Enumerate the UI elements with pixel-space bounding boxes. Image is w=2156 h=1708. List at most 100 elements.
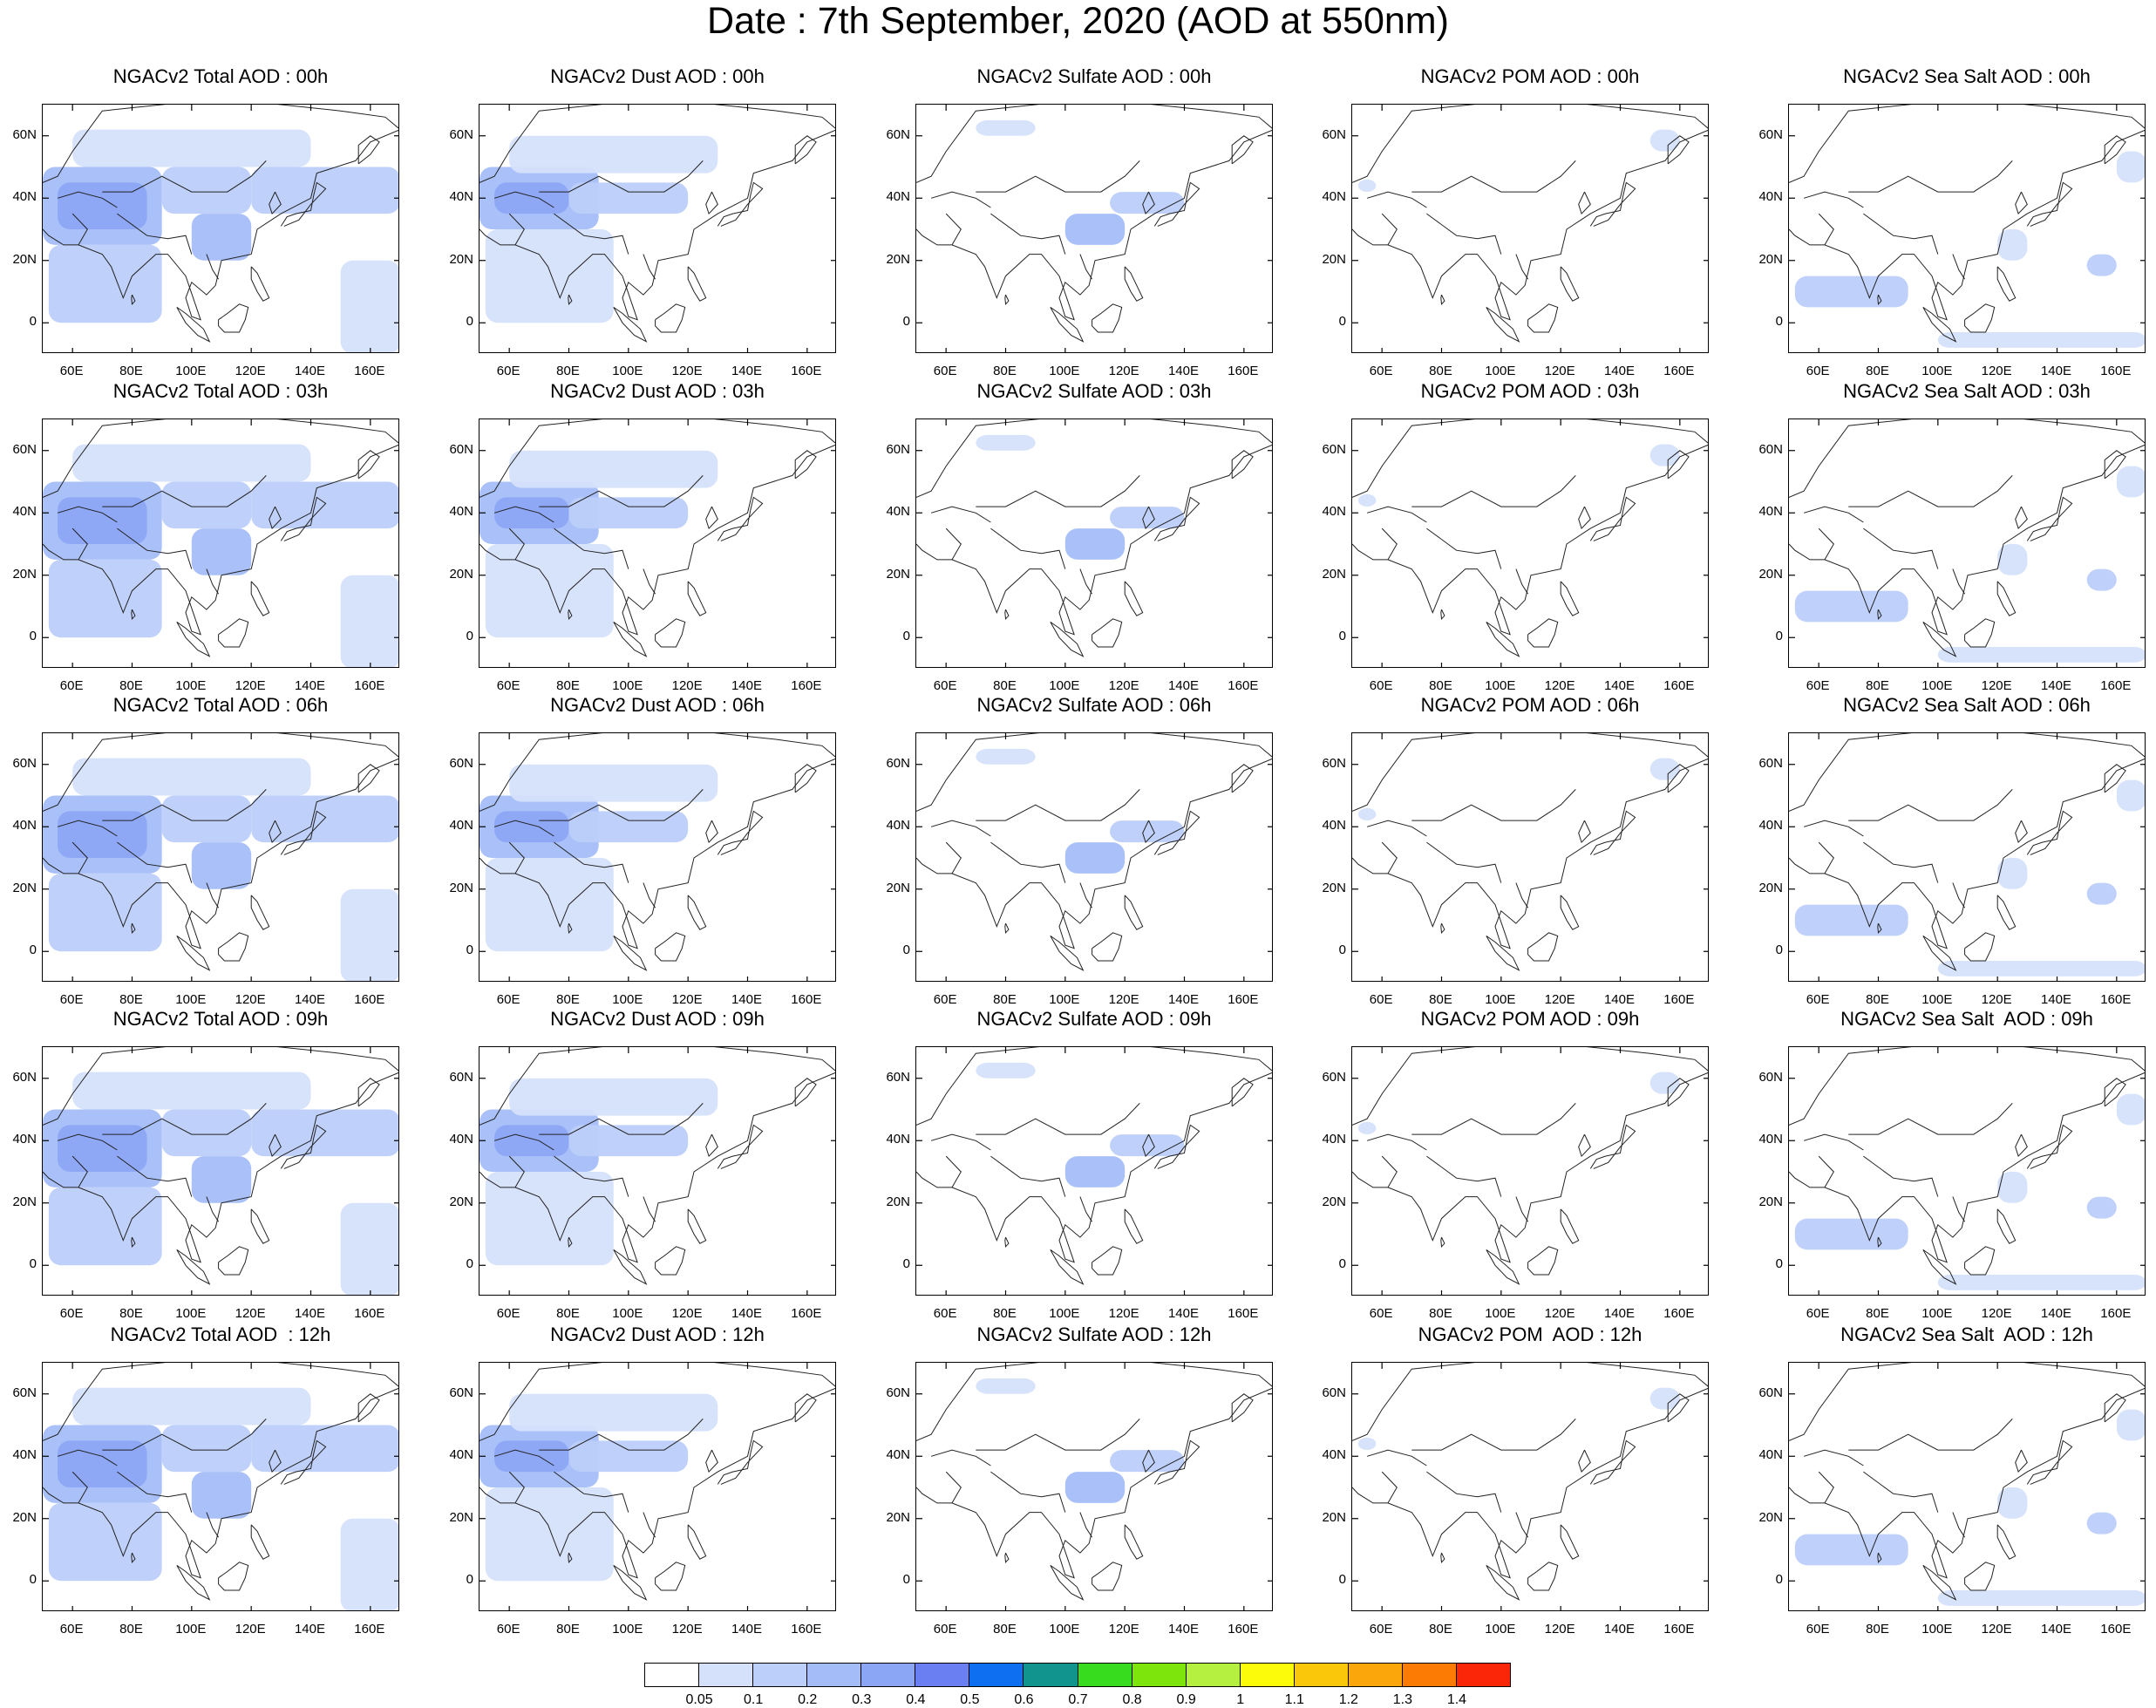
lat-tick-label: 0 xyxy=(1775,1572,1783,1588)
aod-region xyxy=(1357,493,1377,507)
lon-tick-label: 60E xyxy=(933,364,957,378)
aod-region xyxy=(485,229,614,323)
coastline xyxy=(945,213,962,246)
lat-tick-label: 20N xyxy=(1322,1509,1346,1525)
aod-region xyxy=(494,1125,569,1157)
lat-tick-label: 40N xyxy=(1758,189,1783,205)
aod-region xyxy=(191,842,252,889)
lon-tick-label: 100E xyxy=(1049,1622,1080,1637)
coastline xyxy=(1366,506,1427,523)
lon-tick-label: 60E xyxy=(1806,1306,1830,1321)
lat-tick-label: 60N xyxy=(12,755,37,771)
panel-title: NGACv2 Sulfate AOD : 12h xyxy=(976,1324,1212,1345)
lat-tick-label: 20N xyxy=(12,1194,37,1209)
coastline xyxy=(794,764,817,793)
colorbar-label: 1.1 xyxy=(1284,1692,1304,1707)
coastline xyxy=(1366,191,1427,208)
lat-tick-label: 0 xyxy=(1338,942,1346,958)
coastline xyxy=(218,1562,249,1591)
panel-title: NGACv2 Sulfate AOD : 06h xyxy=(976,694,1212,716)
coastline xyxy=(479,105,835,321)
coastline xyxy=(1515,1196,1529,1222)
coastline xyxy=(1789,419,2145,636)
map-panel-seasalt-06h: NGACv2 Sea Salt AOD : 06h 60N 40N 20N 0 60E 80… xyxy=(1758,694,2146,1007)
lon-tick-label: 120E xyxy=(235,1306,266,1321)
lat-tick-label: 0 xyxy=(1775,314,1783,330)
coastline xyxy=(1803,820,1864,837)
panel-title: NGACv2 Sulfate AOD : 03h xyxy=(976,380,1212,402)
panel-title: NGACv2 Total AOD : 12h xyxy=(110,1324,331,1345)
coastline xyxy=(1848,475,2013,507)
coastline xyxy=(2104,450,2126,480)
coastline xyxy=(568,922,573,934)
lon-tick-label: 120E xyxy=(671,992,703,1007)
lon-tick-label: 80E xyxy=(119,1306,143,1321)
coastline xyxy=(1667,1078,1690,1107)
coastline xyxy=(479,1047,835,1263)
coastline xyxy=(2015,820,2028,844)
lon-tick-label: 140E xyxy=(294,678,326,693)
map-panel-seasalt-12h: NGACv2 Sea Salt AOD : 12h 60N 40N 20N 0 60E 80… xyxy=(1758,1324,2146,1637)
coastline xyxy=(1079,1196,1093,1222)
lon-tick-label: 160E xyxy=(2100,364,2132,378)
lat-tick-label: 0 xyxy=(902,314,910,330)
coastline xyxy=(1004,609,1010,620)
lon-tick-label: 140E xyxy=(2040,364,2072,378)
map-canvas xyxy=(43,1363,398,1610)
lon-tick-label: 60E xyxy=(496,992,520,1007)
lat-tick-label: 20N xyxy=(886,566,910,582)
coastline xyxy=(1440,922,1445,934)
aod-region xyxy=(161,167,252,214)
coastline xyxy=(687,266,707,302)
lon-tick-label: 140E xyxy=(2040,678,2072,693)
aod-region xyxy=(72,1387,311,1426)
lon-tick-label: 160E xyxy=(791,678,822,693)
map-frame xyxy=(479,732,836,982)
colorbar-swatch xyxy=(915,1663,970,1687)
coastline xyxy=(1996,1208,2017,1244)
lon-tick-label: 120E xyxy=(671,1622,703,1637)
map-canvas xyxy=(1352,419,1708,667)
map-frame xyxy=(915,1046,1273,1296)
map-frame xyxy=(42,104,399,353)
lon-tick-label: 140E xyxy=(1167,992,1200,1007)
lat-tick-label: 60N xyxy=(1758,126,1783,142)
map-canvas xyxy=(916,419,1272,667)
aod-region xyxy=(2086,254,2117,276)
coastline xyxy=(990,1471,1066,1513)
coastline xyxy=(250,266,270,302)
coastline xyxy=(2026,496,2073,541)
aod-region xyxy=(1794,1534,1908,1566)
lat-tick-label: 60N xyxy=(1322,755,1346,771)
aod-region xyxy=(58,1440,147,1487)
panel-title: NGACv2 Dust AOD : 00h xyxy=(550,65,765,87)
coastline xyxy=(990,527,1066,569)
aod-region xyxy=(568,497,689,529)
coastline xyxy=(1996,895,2017,930)
map-frame xyxy=(1788,1362,2146,1611)
map-canvas xyxy=(1789,1047,2145,1295)
lon-tick-label: 120E xyxy=(1981,992,2012,1007)
aod-region xyxy=(251,1109,398,1157)
coastline xyxy=(2104,1393,2126,1423)
coastline xyxy=(930,1133,991,1151)
aod-region xyxy=(1794,276,1908,308)
coastline xyxy=(57,506,118,523)
aod-region xyxy=(509,135,718,174)
lon-tick-label: 60E xyxy=(1369,1622,1393,1637)
coastline xyxy=(1050,1564,1085,1601)
lon-tick-label: 160E xyxy=(1663,678,1695,693)
map-canvas xyxy=(1352,733,1708,981)
lat-tick-label: 60N xyxy=(449,1069,473,1085)
coastline xyxy=(655,618,686,648)
coastline xyxy=(206,1512,220,1538)
panel-title: NGACv2 Sea Salt AOD : 03h xyxy=(1843,380,2091,402)
lon-tick-label: 80E xyxy=(1866,364,1889,378)
aod-region xyxy=(2116,151,2145,183)
aod-region xyxy=(58,182,147,229)
coastline xyxy=(1560,266,1580,302)
aod-region xyxy=(2116,779,2145,812)
coastline xyxy=(508,527,525,561)
coastline xyxy=(218,932,249,962)
coastline xyxy=(1486,1249,1520,1285)
